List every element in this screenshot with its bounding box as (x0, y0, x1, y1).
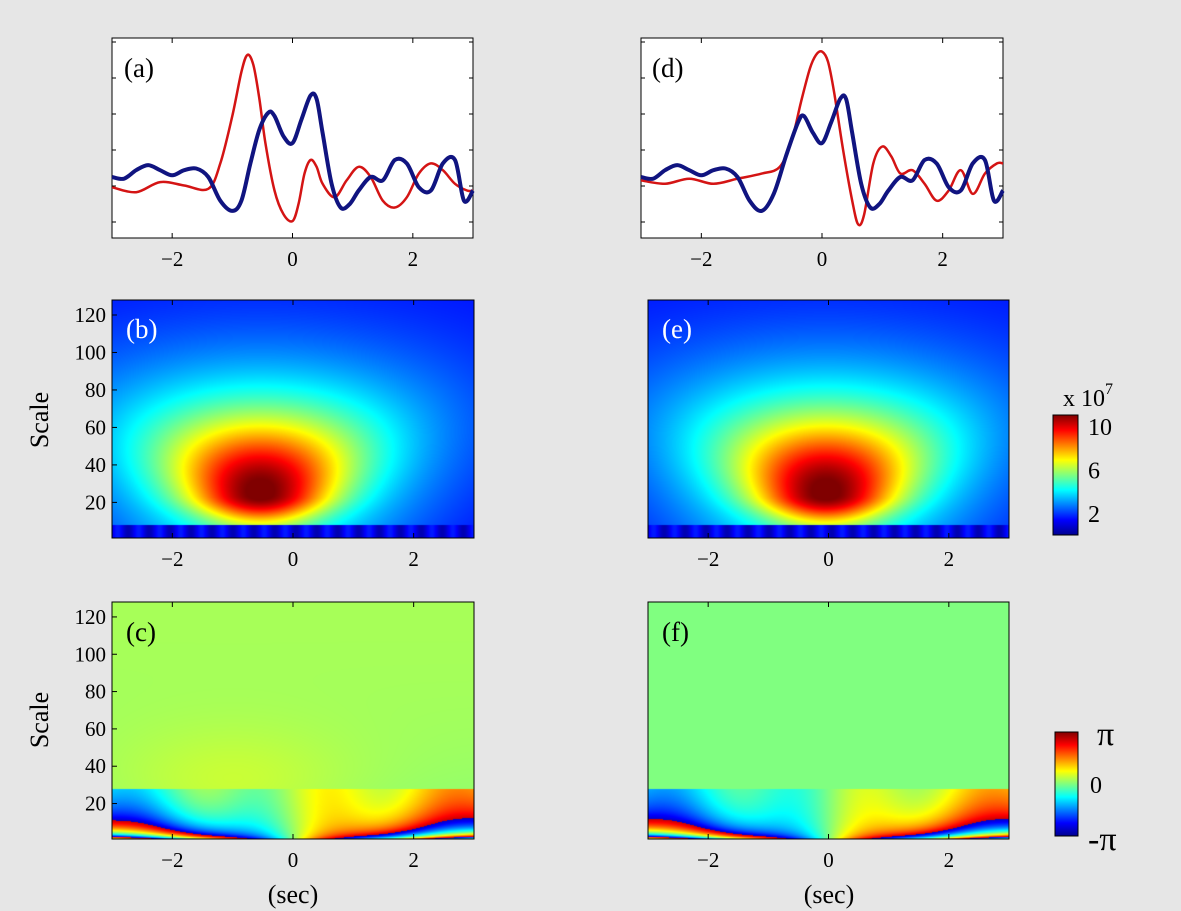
x-tick-label: 2 (944, 547, 955, 571)
panel-d-label: (d) (652, 53, 683, 83)
panel-a-frame (111, 37, 474, 239)
x-tick-label: −2 (697, 547, 719, 571)
x-tick-label: −2 (161, 247, 183, 271)
colorbar-phase-bar (1054, 731, 1079, 837)
panel-f-ticks: −2 0 2 (697, 602, 954, 872)
panel-a-ticks: −2 0 2 (112, 38, 473, 271)
panel-a-lines (111, 53, 475, 223)
colorbar-magnitude-tick-label: 6 (1088, 459, 1100, 485)
x-tick-label: 0 (823, 547, 834, 571)
x-tick-label: 0 (288, 547, 299, 571)
x-tick-label: 2 (944, 848, 955, 872)
panel-a: −2 0 2 (a) (111, 37, 475, 271)
panel-c: −2 0 2 20 40 60 80 100 120 (c) Scale (sec) (25, 601, 475, 909)
panel-c-xlabel: (sec) (268, 880, 319, 909)
panel-f-heatmap (648, 602, 1009, 839)
x-tick-label: 0 (287, 247, 298, 271)
x-tick-label: 2 (408, 848, 419, 872)
panel-f-xlabel: (sec) (804, 880, 855, 909)
y-tick-label: 60 (85, 415, 106, 439)
panel-d-lines (640, 49, 1005, 227)
panel-a-label: (a) (124, 53, 154, 83)
series-line-1 (111, 91, 475, 213)
colorbar-magnitude-tick-label: 2 (1088, 502, 1100, 528)
y-tick-label: 100 (75, 340, 107, 364)
x-tick-label: 2 (937, 247, 948, 271)
colorbar-phase-tick-zero: 0 (1090, 773, 1102, 799)
y-tick-label: 80 (85, 378, 106, 402)
panel-e-heatmap (648, 300, 1009, 538)
x-tick-label: −2 (161, 848, 183, 872)
panel-d-frame (640, 37, 1004, 239)
x-tick-label: −2 (161, 547, 183, 571)
panel-e: −2 0 2 (e) (647, 299, 1010, 571)
colorbar-phase-tick-pi: π (1097, 716, 1114, 753)
colorbar-phase-tick-minus-pi: -π (1088, 821, 1117, 858)
panel-e-ticks: −2 0 2 (697, 300, 954, 571)
colorbar-magnitude: x 107 10 6 2 (1052, 381, 1113, 536)
panel-d: −2 0 2 (d) (640, 37, 1005, 271)
series-line-1 (640, 93, 1005, 214)
y-tick-label: 40 (85, 453, 106, 477)
panel-d-ticks: −2 0 2 (641, 38, 1003, 271)
y-tick-label: 40 (85, 754, 106, 778)
y-tick-label: 80 (85, 680, 106, 704)
colorbar-phase: π 0 -π (1054, 716, 1117, 858)
x-tick-label: 0 (823, 848, 834, 872)
colorbar-magnitude-bar (1052, 414, 1079, 536)
panel-c-ylabel: Scale (25, 692, 54, 748)
panel-b: −2 0 2 20 40 60 80 100 120 (b) Scale (25, 299, 475, 571)
panel-c-ticks: −2 0 2 20 40 60 80 100 120 (75, 602, 419, 872)
colorbar-magnitude-exponent-label: x 107 (1063, 381, 1113, 412)
panel-e-label: (e) (662, 314, 692, 344)
x-tick-label: −2 (690, 247, 712, 271)
x-tick-label: 0 (817, 247, 828, 271)
y-tick-label: 120 (75, 303, 107, 327)
x-tick-label: −2 (697, 848, 719, 872)
y-tick-label: 60 (85, 717, 106, 741)
panel-b-heatmap (112, 300, 474, 538)
series-line-0 (640, 49, 1004, 227)
panel-b-label: (b) (126, 314, 157, 344)
panel-c-label: (c) (126, 617, 156, 647)
y-tick-label: 20 (85, 490, 106, 514)
x-tick-label: 0 (288, 848, 299, 872)
panel-f: −2 0 2 (f) (sec) (647, 601, 1010, 909)
colorbar-magnitude-tick-label: 10 (1088, 415, 1112, 441)
y-tick-label: 100 (75, 642, 107, 666)
x-tick-label: 2 (408, 547, 419, 571)
panel-f-label: (f) (662, 617, 689, 647)
y-tick-label: 20 (85, 792, 106, 816)
panel-c-heatmap (112, 602, 474, 839)
x-tick-label: 2 (408, 247, 419, 271)
panel-b-ylabel: Scale (25, 392, 54, 448)
panel-b-ticks: −2 0 2 20 40 60 80 100 120 (75, 300, 419, 571)
y-tick-label: 120 (75, 605, 107, 629)
colorbar-magnitude-ticks: 10 6 2 (1088, 415, 1112, 528)
